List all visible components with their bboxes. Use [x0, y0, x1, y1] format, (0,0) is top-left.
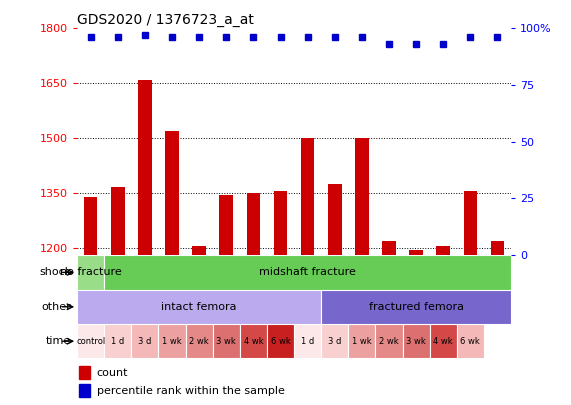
Text: 3 d: 3 d [328, 337, 341, 346]
Bar [84, 196, 98, 255]
Bar [376, 324, 403, 358]
Bar [328, 184, 341, 255]
Bar [436, 246, 450, 255]
Text: shock: shock [39, 267, 71, 277]
Text: control: control [76, 337, 105, 346]
Bar [165, 131, 179, 255]
Text: intact femora: intact femora [162, 302, 237, 312]
Bar [138, 79, 152, 255]
Bar [464, 191, 477, 255]
Bar [321, 290, 511, 324]
Bar [355, 138, 369, 255]
Text: 2 wk: 2 wk [379, 337, 399, 346]
Text: 3 wk: 3 wk [406, 337, 426, 346]
Bar [104, 324, 131, 358]
Bar [159, 324, 186, 358]
Text: 6 wk: 6 wk [460, 337, 480, 346]
Text: other: other [42, 302, 71, 312]
Bar [77, 255, 104, 290]
Text: 1 wk: 1 wk [162, 337, 182, 346]
Bar [77, 290, 321, 324]
Bar [213, 324, 240, 358]
Bar [186, 324, 213, 358]
Bar [77, 324, 104, 358]
Bar [403, 324, 430, 358]
Bar [247, 193, 260, 255]
Bar [348, 324, 376, 358]
Bar [219, 195, 233, 255]
Text: 4 wk: 4 wk [433, 337, 453, 346]
Text: 2 wk: 2 wk [190, 337, 209, 346]
Bar [192, 246, 206, 255]
Bar [274, 191, 287, 255]
Text: 1 d: 1 d [111, 337, 124, 346]
Text: time: time [46, 336, 71, 346]
Bar [294, 324, 321, 358]
Text: GDS2020 / 1376723_a_at: GDS2020 / 1376723_a_at [77, 13, 254, 27]
Text: percentile rank within the sample: percentile rank within the sample [96, 386, 284, 396]
Bar [79, 384, 90, 397]
Bar [131, 324, 159, 358]
Text: midshaft fracture: midshaft fracture [259, 267, 356, 277]
Text: 1 wk: 1 wk [352, 337, 372, 346]
Text: 3 d: 3 d [138, 337, 151, 346]
Bar [267, 324, 294, 358]
Text: count: count [96, 368, 128, 378]
Text: 6 wk: 6 wk [271, 337, 291, 346]
Bar [490, 241, 504, 255]
Bar [79, 366, 90, 379]
Bar [409, 249, 423, 255]
Text: 1 d: 1 d [301, 337, 314, 346]
Bar [111, 188, 124, 255]
Bar [240, 324, 267, 358]
Bar [301, 138, 315, 255]
Bar [382, 241, 396, 255]
Text: 3 wk: 3 wk [216, 337, 236, 346]
Bar [430, 324, 457, 358]
Text: 4 wk: 4 wk [244, 337, 263, 346]
Bar [457, 324, 484, 358]
Text: fractured femora: fractured femora [369, 302, 464, 312]
Text: no fracture: no fracture [60, 267, 122, 277]
Bar [321, 324, 348, 358]
